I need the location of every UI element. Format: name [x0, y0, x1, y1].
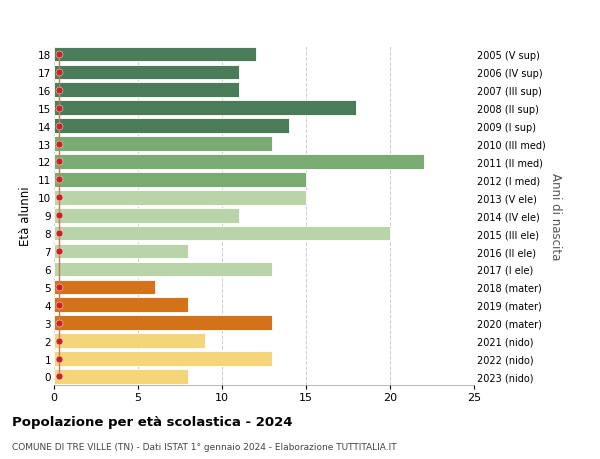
Bar: [54, 352, 272, 366]
Y-axis label: Età alunni: Età alunni: [19, 186, 32, 246]
Bar: [54, 137, 272, 151]
Bar: [54, 262, 272, 277]
Bar: [54, 208, 239, 223]
Bar: [54, 226, 390, 241]
Bar: [54, 101, 356, 116]
Bar: [54, 369, 188, 384]
Bar: [54, 244, 188, 259]
Bar: [54, 334, 205, 348]
Bar: [54, 65, 239, 80]
Bar: [54, 280, 155, 295]
Text: COMUNE DI TRE VILLE (TN) - Dati ISTAT 1° gennaio 2024 - Elaborazione TUTTITALIA.: COMUNE DI TRE VILLE (TN) - Dati ISTAT 1°…: [12, 442, 397, 451]
Bar: [54, 316, 272, 330]
Bar: [54, 190, 306, 205]
Bar: [54, 173, 306, 187]
Bar: [54, 119, 289, 134]
Text: Popolazione per età scolastica - 2024: Popolazione per età scolastica - 2024: [12, 415, 293, 428]
Bar: [54, 48, 256, 62]
Bar: [54, 83, 239, 98]
Bar: [54, 298, 188, 313]
Bar: [54, 155, 424, 169]
Y-axis label: Anni di nascita: Anni di nascita: [549, 172, 562, 259]
